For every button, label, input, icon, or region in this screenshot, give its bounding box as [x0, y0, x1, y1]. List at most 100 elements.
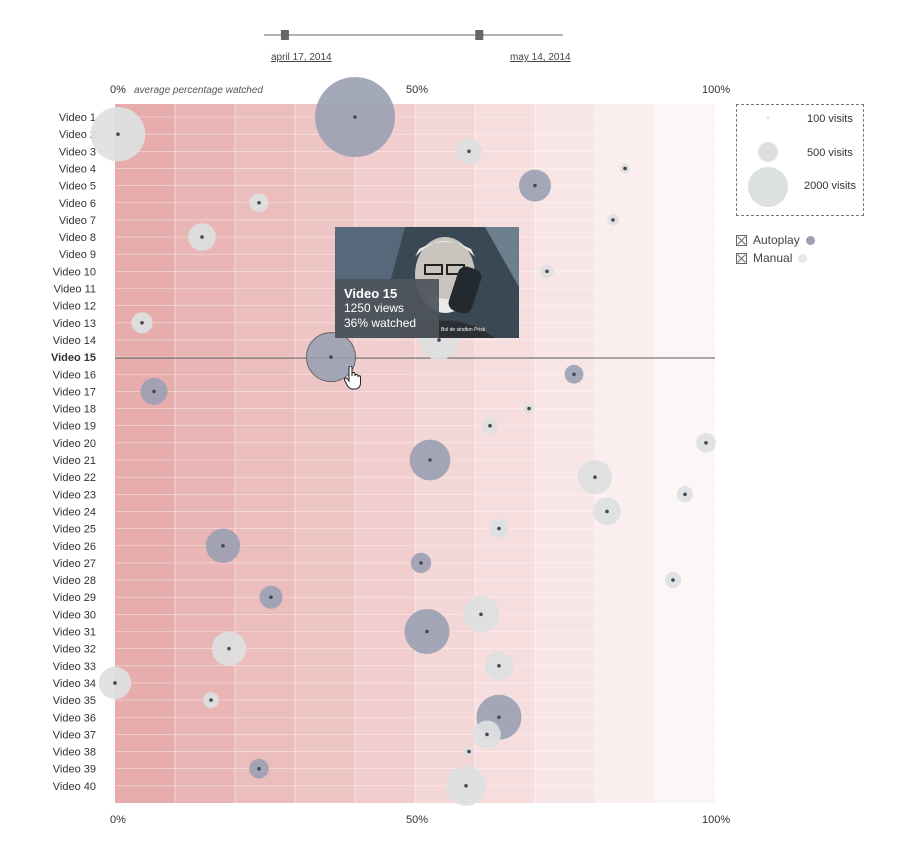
top-axis: 0% average percentage watched 50% 100% — [110, 84, 730, 96]
row-label: Video 12 — [53, 301, 96, 313]
tooltip-title: Video 15 — [344, 286, 398, 301]
bottom-tick-0: 0% — [110, 814, 126, 826]
bubble-center-dot — [545, 269, 549, 274]
row-label: Video 2 — [59, 129, 96, 141]
bubble-center-dot — [437, 338, 441, 342]
video-tooltip: Bol de sindton Prisk Video 15 1250 views… — [335, 227, 519, 338]
row-label: Video 11 — [54, 284, 96, 296]
autoplay-checkbox[interactable] — [736, 234, 747, 246]
bubble-center-dot — [497, 715, 501, 720]
band-60 — [475, 104, 535, 803]
start-date-label[interactable]: april 17, 2014 — [271, 52, 332, 63]
bubble-center-dot — [605, 509, 609, 514]
bubble-center-dot — [257, 766, 261, 771]
row-label: Video 20 — [53, 438, 96, 450]
autoplay-swatch — [805, 235, 815, 245]
bubble-center-dot — [257, 200, 261, 205]
thumbnail-caption: Bol de sindton Prisk — [441, 327, 486, 333]
row-label: Video 35 — [53, 695, 96, 707]
band-90 — [655, 104, 715, 803]
row-label: Video 6 — [59, 198, 96, 210]
row-label: Video 39 — [53, 764, 96, 776]
band-40 — [355, 104, 415, 803]
legend-size-100 — [766, 116, 770, 120]
row-label: Video 18 — [53, 404, 96, 416]
bubble-center-dot — [593, 475, 597, 479]
row-label: Video 17 — [53, 386, 96, 398]
slider-start-handle[interactable] — [280, 30, 289, 40]
bubble-center-dot — [419, 561, 423, 565]
bubble-center-dot — [704, 441, 708, 445]
bubble-center-dot — [527, 406, 531, 411]
row-label: Video 15 — [51, 352, 96, 364]
row-label: Video 40 — [53, 781, 96, 793]
bubble-center-dot — [428, 458, 432, 462]
bubble-center-dot — [269, 595, 273, 599]
manual-toggle[interactable]: Manual — [736, 251, 808, 265]
row-label: Video 25 — [53, 524, 96, 536]
row-label: Video 37 — [53, 729, 96, 741]
autoplay-toggle[interactable]: Autoplay — [736, 233, 815, 247]
bubble-center-dot — [116, 132, 120, 136]
axis-title: average percentage watched — [134, 85, 263, 96]
bubble-center-dot — [488, 423, 492, 428]
bubble-center-dot — [485, 732, 489, 737]
band-30 — [295, 104, 355, 803]
bubbles — [90, 77, 716, 806]
tooltip-views: 1250 views — [344, 301, 405, 315]
row-label: Video 31 — [53, 627, 96, 639]
bubble-center-dot — [464, 784, 468, 788]
size-legend: 100 visits 500 visits 2000 visits — [736, 104, 864, 216]
row-label: Video 10 — [53, 266, 96, 278]
row-label: Video 13 — [53, 318, 96, 330]
bottom-tick-100: 100% — [702, 814, 730, 826]
band-0 — [115, 104, 175, 803]
row-label: Video 26 — [53, 541, 96, 553]
tooltip-info: Video 15 1250 views 36% watched — [335, 279, 439, 338]
bubble-center-dot — [200, 235, 204, 239]
row-label: Video 7 — [59, 215, 96, 227]
bubble-center-dot — [113, 681, 117, 685]
row-label: Video 5 — [59, 181, 96, 193]
top-tick-50: 50% — [406, 84, 428, 96]
row-label: Video 38 — [53, 747, 96, 759]
bubble-center-dot — [221, 543, 225, 548]
band-80 — [595, 104, 655, 803]
row-label: Video 24 — [53, 506, 96, 518]
bubble-center-dot — [425, 629, 429, 634]
tooltip-watched: 36% watched — [344, 316, 417, 330]
top-tick-0: 0% — [110, 84, 126, 96]
end-date-label[interactable]: may 14, 2014 — [510, 52, 571, 63]
date-range-slider[interactable]: april 17, 2014 may 14, 2014 — [264, 30, 571, 63]
row-label: Video 22 — [53, 472, 96, 484]
row-label: Video 29 — [53, 592, 96, 604]
legend-label-100: 100 visits — [807, 113, 853, 125]
manual-label: Manual — [753, 251, 793, 265]
row-label: Video 4 — [59, 163, 96, 175]
hand-cursor-icon — [344, 366, 361, 390]
bubble-center-dot — [497, 664, 501, 668]
bubble-center-dot — [611, 218, 615, 222]
bubble-center-dot — [479, 612, 483, 617]
row-label: Video 14 — [53, 335, 96, 347]
bubble-center-dot — [152, 389, 156, 394]
row-label: Video 23 — [53, 489, 96, 501]
legend-size-2000 — [748, 167, 788, 207]
row-label: Video 27 — [53, 558, 96, 570]
slider-end-handle[interactable] — [475, 30, 484, 40]
band-10 — [175, 104, 235, 803]
row-label: Video 30 — [53, 609, 96, 621]
row-label: Video 3 — [59, 146, 96, 158]
legend-label-2000: 2000 visits — [804, 180, 856, 192]
manual-checkbox[interactable] — [736, 252, 747, 264]
band-20 — [235, 104, 295, 803]
band-70 — [535, 104, 595, 803]
row-label: Video 28 — [53, 575, 96, 587]
row-label: Video 9 — [59, 249, 96, 261]
bubble-center-dot — [533, 183, 537, 188]
legend-size-500 — [758, 142, 778, 162]
row-label: Video 19 — [53, 421, 96, 433]
row-labels: Video 1 Video 2 Video 3 Video 4 Video 5 Video… — [51, 112, 96, 793]
row-label: Video 32 — [53, 644, 96, 656]
